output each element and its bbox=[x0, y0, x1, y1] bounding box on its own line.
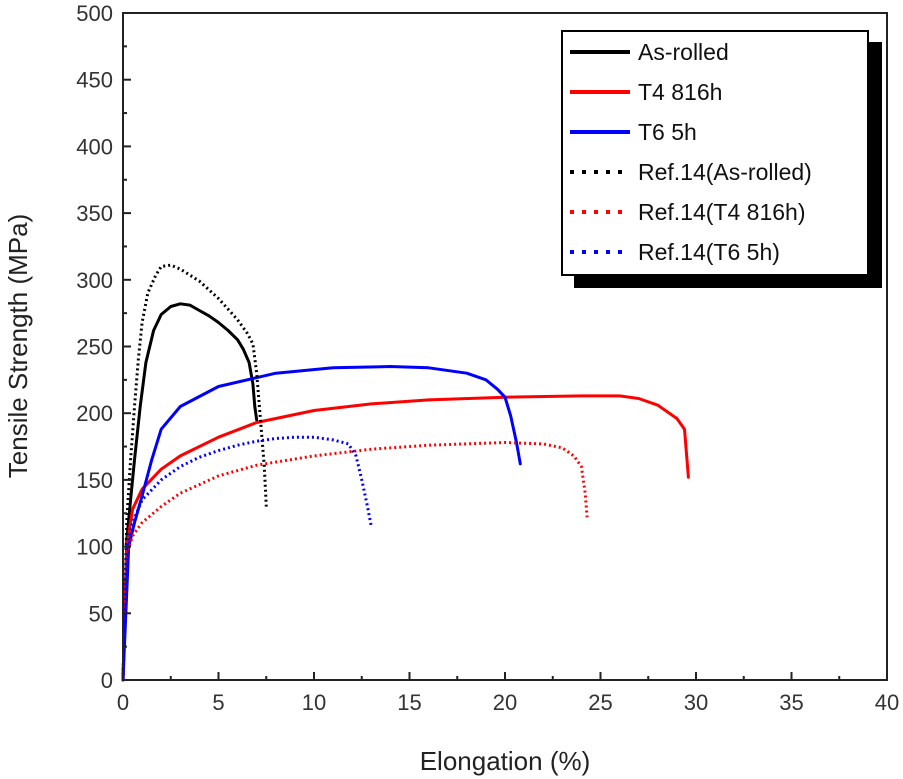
x-tick-label-8: 40 bbox=[875, 690, 899, 715]
series-line-2 bbox=[121, 365, 522, 682]
y-tick-label-9: 450 bbox=[76, 68, 113, 93]
ticks-layer: 0 5 10 15 20 25 30 35 40050100150200250300350400… bbox=[76, 1, 899, 715]
x-axis-title: Elongation (%) bbox=[420, 746, 591, 776]
x-tick-label-6: 30 bbox=[684, 690, 708, 715]
y-tick-label-5: 250 bbox=[76, 335, 113, 360]
x-tick-label-4: 20 bbox=[493, 690, 517, 715]
y-tick-label-2: 100 bbox=[76, 535, 113, 560]
x-tick-label-5: 25 bbox=[588, 690, 612, 715]
legend-items: As-rolled T4 816h T6 5h Ref.14(As-rolled) Re… bbox=[570, 39, 812, 265]
legend-label-5: Ref.14(T6 5h) bbox=[638, 239, 780, 265]
x-tick-label-3: 15 bbox=[397, 690, 421, 715]
y-tick-label-1: 50 bbox=[89, 601, 113, 626]
series-line-0 bbox=[121, 302, 259, 682]
x-tick-label-0: 0 bbox=[117, 690, 129, 715]
legend-label-3: Ref.14(As-rolled) bbox=[638, 159, 812, 185]
legend-label-1: T4 816h bbox=[638, 79, 722, 105]
series-layer bbox=[121, 263, 690, 682]
legend-box bbox=[561, 30, 869, 276]
y-tick-label-6: 300 bbox=[76, 268, 113, 293]
legend-label-0: As-rolled bbox=[638, 39, 729, 65]
y-tick-label-8: 400 bbox=[76, 134, 113, 159]
y-tick-label-4: 200 bbox=[76, 401, 113, 426]
x-tick-label-2: 10 bbox=[302, 690, 326, 715]
x-tick-label-1: 5 bbox=[212, 690, 224, 715]
series-line-5 bbox=[121, 435, 373, 681]
series-line-1 bbox=[121, 394, 690, 682]
y-tick-label-7: 350 bbox=[76, 201, 113, 226]
series-line-4 bbox=[121, 441, 589, 681]
legend-label-4: Ref.14(T4 816h) bbox=[638, 199, 805, 225]
y-tick-label-0: 0 bbox=[101, 668, 113, 693]
legend: As-rolled T4 816h T6 5h Ref.14(As-rolled) Re… bbox=[561, 30, 882, 288]
y-axis-title: Tensile Strength (MPa) bbox=[3, 214, 33, 478]
y-tick-label-10: 500 bbox=[76, 1, 113, 26]
legend-label-2: T6 5h bbox=[638, 119, 697, 145]
x-tick-label-7: 35 bbox=[779, 690, 803, 715]
series-line-3 bbox=[121, 263, 268, 681]
y-tick-label-3: 150 bbox=[76, 468, 113, 493]
